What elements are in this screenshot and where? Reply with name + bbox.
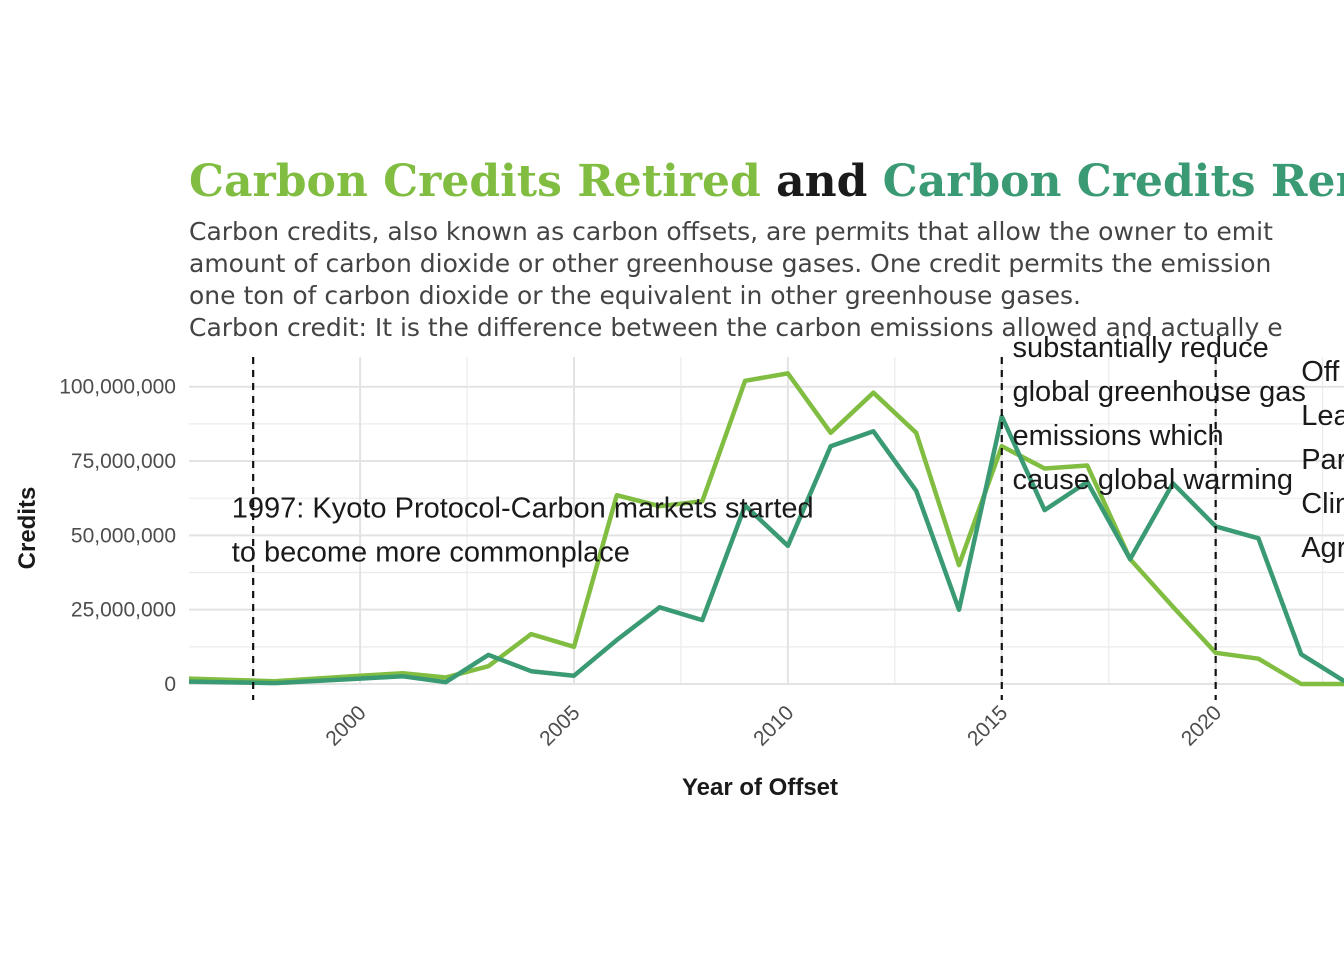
x-tick-label: 2010 (749, 701, 798, 750)
annotation: 1997: Kyoto Protocol-Carbon markets star… (232, 493, 814, 569)
plot-area (189, 371, 1344, 687)
subtitle-line: Carbon credits, also known as carbon off… (189, 217, 1273, 246)
annotation: substantially reduce global greenhouse ga… (1012, 332, 1305, 496)
annotation-line: Lea (1301, 400, 1344, 432)
annotation-line: Agr (1301, 532, 1344, 564)
x-axis-title: Year of Offset (682, 774, 838, 801)
y-tick-label: 0 (164, 673, 176, 696)
title-remaining: Carbon Credits Remaining (883, 156, 1344, 207)
annotation-line: global greenhouse gas (1012, 376, 1305, 408)
chart-title: Carbon Credits Retired and Carbon Credit… (189, 156, 1344, 207)
series-line (189, 414, 1344, 686)
x-tick-label: 2020 (1177, 701, 1226, 750)
subtitle-line: Carbon credit: It is the difference betw… (189, 313, 1283, 342)
subtitle-line: amount of carbon dioxide or other greenh… (189, 249, 1271, 278)
x-axis: 2000 2005 2010 2015 2020 (321, 701, 1226, 750)
y-tick-label: 50,000,000 (71, 524, 176, 547)
annotation-line: Off (1301, 356, 1340, 388)
annotation: Off Lea Par Clin Agr (1301, 356, 1344, 564)
annotation-line: Clin (1301, 488, 1344, 520)
y-tick-label: 25,000,000 (71, 599, 176, 622)
annotation-line: to become more commonplace (232, 537, 630, 569)
subtitle-line: one ton of carbon dioxide or the equival… (189, 281, 1081, 310)
annotation-line: cause global warming (1012, 464, 1292, 496)
title-and: and (761, 156, 883, 207)
chart-subtitle: Carbon credits, also known as carbon off… (189, 217, 1283, 342)
annotation-line: Par (1301, 444, 1344, 476)
annotation-line: 1997: Kyoto Protocol-Carbon markets star… (232, 493, 814, 525)
y-axis-title: Credits (14, 487, 41, 570)
annotations: 1997: Kyoto Protocol-Carbon markets star… (232, 332, 1344, 700)
x-tick-label: 2000 (321, 701, 370, 750)
grid (189, 357, 1344, 685)
x-tick-label: 2005 (535, 701, 584, 750)
x-tick-label: 2015 (963, 701, 1012, 750)
title-retired: Carbon Credits Retired (189, 156, 761, 207)
annotation-line: emissions which (1012, 420, 1223, 452)
y-tick-label: 75,000,000 (71, 450, 176, 473)
annotation-line: substantially reduce (1012, 332, 1268, 364)
y-axis: 0 25,000,000 50,000,000 75,000,000 100,000,0… (59, 376, 176, 696)
y-tick-label: 100,000,000 (59, 376, 176, 399)
